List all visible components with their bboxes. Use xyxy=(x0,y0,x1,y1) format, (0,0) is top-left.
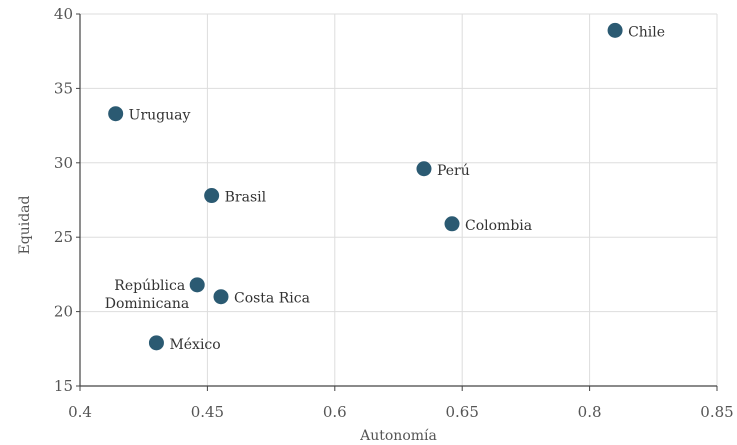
point-label-colombia: Colombia xyxy=(465,218,532,234)
point-label-mexico: México xyxy=(169,337,220,353)
y-tick-label: 30 xyxy=(54,154,73,172)
y-tick-label: 20 xyxy=(54,303,73,321)
x-tick-label: 0.8 xyxy=(578,403,602,421)
point-republica-dominicana xyxy=(189,277,205,293)
point-chile xyxy=(607,22,623,38)
y-tick-label: 25 xyxy=(54,228,73,246)
y-tick-label: 15 xyxy=(54,377,73,395)
point-uruguay xyxy=(108,106,124,122)
y-tick-label: 35 xyxy=(54,79,73,97)
point-label-costa-rica: Costa Rica xyxy=(234,291,310,307)
x-tick-label: 0.4 xyxy=(68,403,92,421)
axes xyxy=(76,13,718,391)
point-mexico xyxy=(148,335,164,351)
x-tick-label: 0.85 xyxy=(700,403,733,421)
point-label-chile: Chile xyxy=(628,24,665,40)
point-peru xyxy=(416,161,432,177)
x-axis-title: Autonomía xyxy=(359,428,437,444)
point-costa-rica xyxy=(213,289,229,305)
point-label-brasil: Brasil xyxy=(225,190,267,206)
point-label-republica-dominicana: República Dominicana xyxy=(105,278,189,312)
point-brasil xyxy=(204,188,220,204)
x-tick-label: 0.45 xyxy=(191,403,224,421)
y-tick-label: 40 xyxy=(54,5,73,23)
point-label-peru: Perú xyxy=(437,163,470,179)
point-label-uruguay: Uruguay xyxy=(129,108,191,124)
x-tick-label: 0.65 xyxy=(445,403,478,421)
x-tick-label: 0.6 xyxy=(323,403,347,421)
data-points: Uruguay Brasil República Dominicana Costa Ri… xyxy=(105,22,665,353)
point-colombia xyxy=(444,216,460,232)
tick-labels: 0.4 0.45 0.6 0.65 0.8 0.85 15 20 25 30 35 40 xyxy=(54,5,734,421)
y-axis-title: Equidad xyxy=(17,195,33,254)
grid xyxy=(80,13,718,386)
